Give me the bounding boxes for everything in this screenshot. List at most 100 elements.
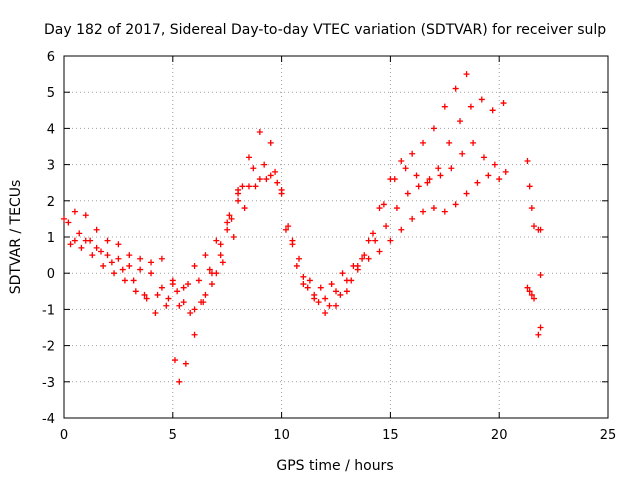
data-point [354, 266, 361, 273]
data-point [261, 161, 268, 168]
series-sat-track-f [524, 157, 538, 230]
data-point [376, 248, 383, 255]
data-point [296, 255, 303, 262]
marks-layer [61, 71, 544, 385]
data-point [89, 252, 96, 259]
data-point [182, 360, 189, 367]
data-point [228, 215, 235, 222]
y-tick-label: 2 [47, 195, 55, 210]
data-point [111, 270, 118, 277]
series-sat-track-e [171, 190, 242, 385]
data-point [250, 165, 257, 172]
data-point [169, 281, 176, 288]
data-point [180, 284, 187, 291]
data-point [409, 215, 416, 222]
data-point [452, 85, 459, 92]
data-point [293, 262, 300, 269]
data-point [148, 259, 155, 266]
data-point [100, 262, 107, 269]
data-point [526, 183, 533, 190]
data-point [126, 252, 133, 259]
data-point [463, 190, 470, 197]
data-point [369, 230, 376, 237]
y-tick-label: 3 [47, 159, 55, 174]
data-point [245, 183, 252, 190]
data-point [115, 241, 122, 248]
data-point [126, 262, 133, 269]
data-point [537, 272, 544, 279]
data-point [470, 139, 477, 146]
data-point [480, 154, 487, 161]
data-point [531, 295, 538, 302]
data-point [528, 291, 535, 298]
data-point [245, 154, 252, 161]
data-point [278, 186, 285, 193]
data-point [441, 208, 448, 215]
data-point [300, 273, 307, 280]
data-point [217, 241, 224, 248]
data-point [387, 237, 394, 244]
data-point [78, 244, 85, 251]
data-point [413, 172, 420, 179]
data-point [267, 172, 274, 179]
y-tick-label: 6 [47, 50, 55, 65]
data-point [289, 237, 296, 244]
x-tick-label: 20 [491, 428, 508, 443]
data-point [409, 150, 416, 157]
data-point [206, 266, 213, 273]
data-point [71, 208, 78, 215]
data-point [119, 266, 126, 273]
data-point [426, 176, 433, 183]
data-point [452, 201, 459, 208]
data-point [446, 139, 453, 146]
data-point [531, 223, 538, 230]
data-point [415, 183, 422, 190]
data-point [176, 378, 183, 385]
data-point [65, 219, 72, 226]
data-point [141, 291, 148, 298]
y-axis-label: SDTVAR / TECUs [8, 180, 24, 295]
x-tick-label: 15 [382, 428, 399, 443]
data-point [435, 165, 442, 172]
data-point [171, 357, 178, 364]
data-point [82, 212, 89, 219]
data-point [448, 165, 455, 172]
series-sat-track-c [67, 139, 509, 317]
data-point [326, 302, 333, 309]
data-point [191, 331, 198, 338]
data-point [459, 150, 466, 157]
x-tick-label: 0 [60, 428, 68, 443]
data-point [420, 208, 427, 215]
data-point [76, 230, 83, 237]
data-point [187, 310, 194, 317]
y-tick-label: -3 [42, 376, 55, 391]
data-point [496, 176, 503, 183]
data-point [191, 306, 198, 313]
data-point [226, 212, 233, 219]
data-point [304, 284, 311, 291]
data-point [263, 176, 270, 183]
data-point [333, 288, 339, 295]
data-point [93, 226, 100, 233]
data-point [285, 223, 292, 230]
data-point [343, 277, 350, 284]
data-point [202, 252, 209, 259]
data-point [478, 96, 485, 103]
data-point [217, 252, 224, 259]
data-point [256, 176, 263, 183]
data-point [365, 237, 372, 244]
data-point [137, 255, 144, 262]
data-point [526, 288, 533, 295]
data-point [467, 103, 474, 110]
data-point [524, 157, 531, 164]
y-tick-label: -1 [42, 303, 55, 318]
data-point [256, 129, 263, 136]
data-point [463, 71, 470, 78]
chart-title: Day 182 of 2017, Sidereal Day-to-day VTE… [44, 22, 606, 38]
y-tick-label: 0 [47, 267, 55, 282]
data-point [82, 237, 89, 244]
data-point [185, 281, 192, 288]
data-point [67, 241, 74, 248]
data-point [252, 183, 259, 190]
